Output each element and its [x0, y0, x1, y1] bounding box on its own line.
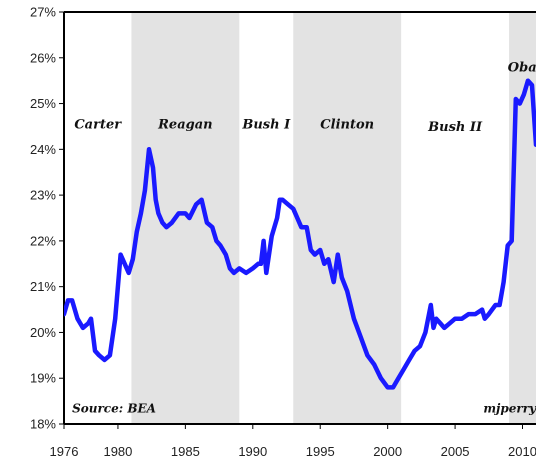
period-label: Reagan: [157, 118, 212, 133]
x-tick-label: 2010: [508, 444, 536, 459]
y-tick-label: 23%: [30, 188, 56, 203]
x-tick-label: 1980: [103, 444, 132, 459]
period-label: Bush II: [427, 120, 483, 135]
y-tick-label: 24%: [30, 142, 56, 157]
y-tick-label: 18%: [30, 417, 56, 432]
x-tick-label: 1976: [50, 444, 79, 459]
y-tick-label: 20%: [30, 325, 56, 340]
y-tick-label: 22%: [30, 233, 56, 248]
series-line-0: [64, 78, 536, 390]
x-tick-label: 1990: [238, 444, 267, 459]
x-tick-label: 1985: [171, 444, 200, 459]
shaded-period-1: [293, 12, 402, 424]
period-label: Clinton: [320, 118, 374, 133]
annotation-label: Source: BEA: [72, 402, 156, 416]
y-tick-label: 27%: [30, 5, 56, 20]
period-label: Bush I: [241, 118, 291, 133]
y-tick-label: 21%: [30, 279, 56, 294]
y-tick-label: 25%: [30, 96, 56, 111]
x-tick-label: 1995: [306, 444, 335, 459]
annotation-label: mjperry: [483, 402, 536, 416]
y-tick-label: 19%: [30, 371, 56, 386]
y-tick-label: 26%: [30, 50, 56, 65]
period-label: Carter: [74, 118, 122, 133]
x-tick-label: 2005: [441, 444, 470, 459]
period-label: Obama: [508, 61, 536, 76]
x-tick-label: 2000: [373, 444, 402, 459]
shaded-period-0: [131, 12, 240, 424]
